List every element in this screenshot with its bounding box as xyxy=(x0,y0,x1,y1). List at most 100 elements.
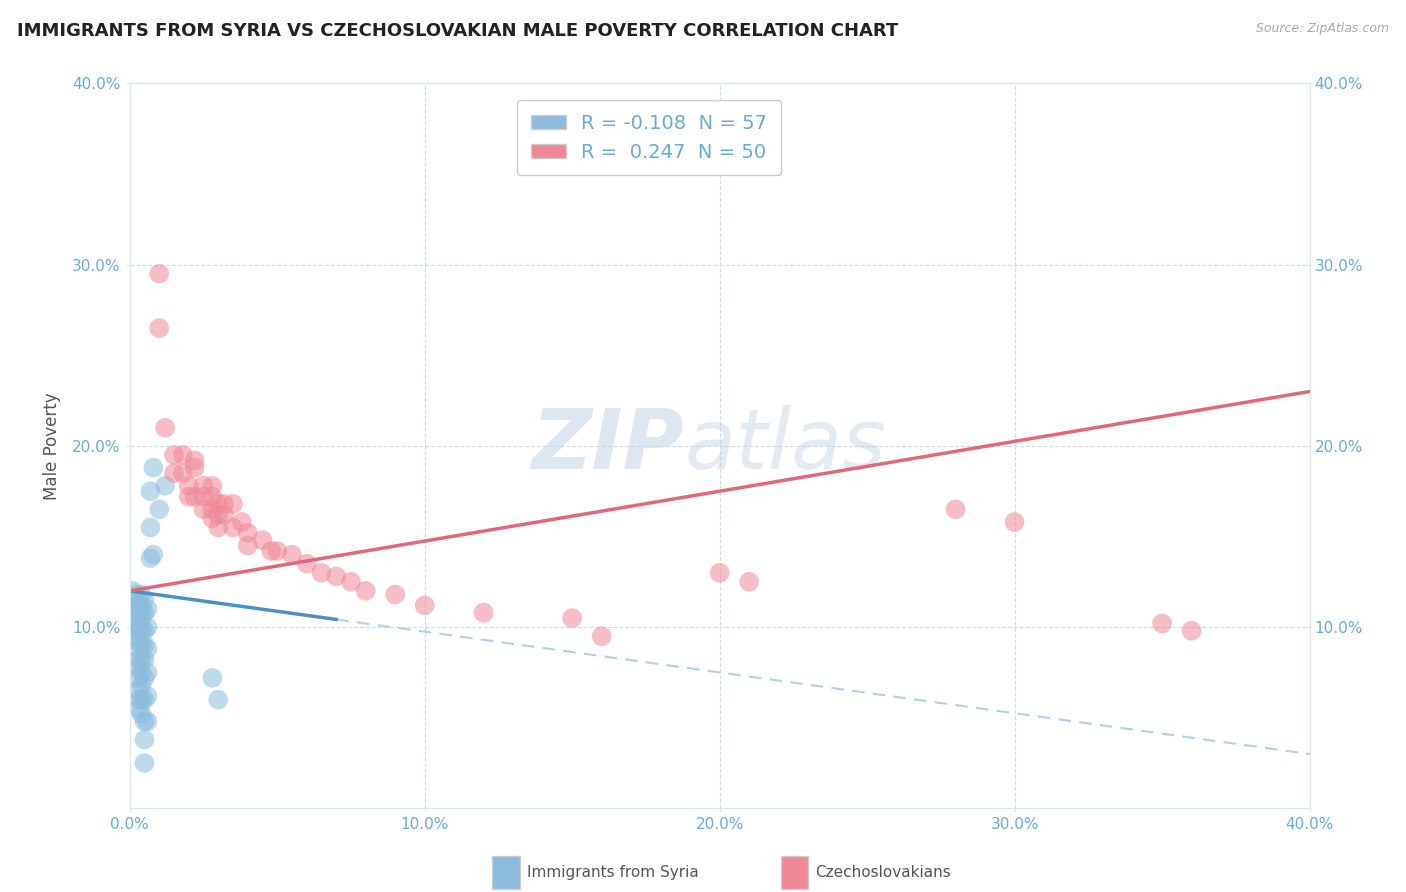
Point xyxy=(136,641,159,656)
Text: Czechoslovakians: Czechoslovakians xyxy=(815,865,952,880)
Point xyxy=(183,453,205,467)
Point xyxy=(134,756,156,770)
Text: ZIP: ZIP xyxy=(531,405,685,486)
Point xyxy=(1150,616,1173,631)
Point xyxy=(193,490,215,504)
Point xyxy=(177,479,200,493)
Point xyxy=(561,611,583,625)
Point xyxy=(311,566,333,580)
Point xyxy=(128,653,150,667)
Point xyxy=(325,569,347,583)
Point xyxy=(136,689,159,703)
Point xyxy=(212,508,235,522)
Point xyxy=(134,606,156,620)
Point xyxy=(124,629,146,643)
Point xyxy=(207,692,229,706)
Point xyxy=(222,520,245,534)
Point xyxy=(201,671,224,685)
Point xyxy=(136,714,159,729)
Point xyxy=(134,49,156,63)
Point xyxy=(131,653,153,667)
Point xyxy=(354,583,377,598)
Point xyxy=(260,544,283,558)
Point xyxy=(281,548,304,562)
Point xyxy=(128,606,150,620)
Point xyxy=(124,606,146,620)
Point xyxy=(139,484,162,499)
Text: IMMIGRANTS FROM SYRIA VS CZECHOSLOVAKIAN MALE POVERTY CORRELATION CHART: IMMIGRANTS FROM SYRIA VS CZECHOSLOVAKIAN… xyxy=(17,22,898,40)
Point xyxy=(134,638,156,652)
Point xyxy=(163,448,186,462)
Point xyxy=(134,624,156,638)
Point xyxy=(207,520,229,534)
Point xyxy=(121,593,143,607)
Point xyxy=(124,611,146,625)
Legend: R = -0.108  N = 57, R =  0.247  N = 50: R = -0.108 N = 57, R = 0.247 N = 50 xyxy=(517,101,780,176)
Point xyxy=(222,497,245,511)
Point xyxy=(136,665,159,680)
Point xyxy=(136,602,159,616)
Point xyxy=(131,611,153,625)
Y-axis label: Male Poverty: Male Poverty xyxy=(44,392,60,500)
Point xyxy=(183,490,205,504)
Point xyxy=(142,460,165,475)
Point xyxy=(738,574,761,589)
Point xyxy=(139,551,162,566)
Point xyxy=(413,599,436,613)
Point xyxy=(709,566,731,580)
Point xyxy=(121,583,143,598)
Point xyxy=(121,602,143,616)
Point xyxy=(128,616,150,631)
Point xyxy=(128,702,150,716)
Point xyxy=(134,714,156,729)
Point xyxy=(131,602,153,616)
Point xyxy=(134,732,156,747)
Point xyxy=(131,624,153,638)
Point xyxy=(134,593,156,607)
Point xyxy=(201,479,224,493)
Point xyxy=(128,660,150,674)
Point xyxy=(201,490,224,504)
Point xyxy=(142,548,165,562)
Point xyxy=(124,587,146,601)
Point xyxy=(128,641,150,656)
Point xyxy=(207,508,229,522)
Point xyxy=(236,539,259,553)
Point xyxy=(201,502,224,516)
Point xyxy=(183,460,205,475)
Point xyxy=(148,502,170,516)
Point xyxy=(252,533,274,548)
Point xyxy=(131,638,153,652)
Point xyxy=(148,267,170,281)
Point xyxy=(236,525,259,540)
Point xyxy=(139,520,162,534)
Point xyxy=(136,620,159,634)
Point xyxy=(193,502,215,516)
Point xyxy=(193,479,215,493)
Point xyxy=(172,448,194,462)
Point xyxy=(128,671,150,685)
Point xyxy=(163,466,186,480)
Point xyxy=(128,692,150,706)
Point xyxy=(472,606,495,620)
Point xyxy=(131,587,153,601)
Point xyxy=(134,653,156,667)
Text: Source: ZipAtlas.com: Source: ZipAtlas.com xyxy=(1256,22,1389,36)
Point xyxy=(1004,515,1026,529)
Point xyxy=(128,593,150,607)
Point xyxy=(131,692,153,706)
Point xyxy=(124,620,146,634)
Point xyxy=(131,707,153,722)
Point xyxy=(153,421,176,435)
Point xyxy=(134,671,156,685)
Point xyxy=(207,497,229,511)
Point xyxy=(177,490,200,504)
Point xyxy=(128,624,150,638)
Point xyxy=(945,502,967,516)
Text: Immigrants from Syria: Immigrants from Syria xyxy=(527,865,699,880)
Point xyxy=(153,479,176,493)
Point xyxy=(131,665,153,680)
Point xyxy=(128,599,150,613)
Point xyxy=(201,511,224,525)
Point xyxy=(124,624,146,638)
